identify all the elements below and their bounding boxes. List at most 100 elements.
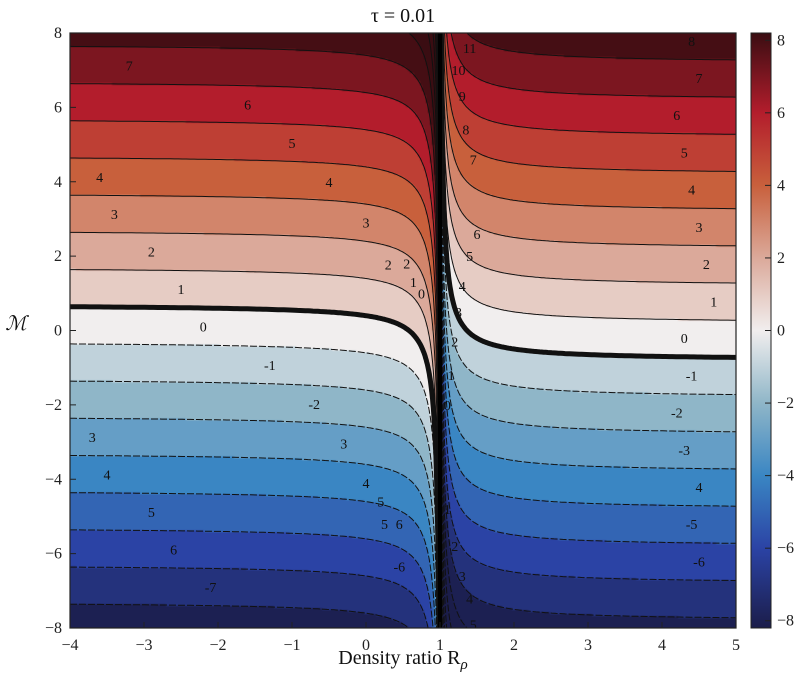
contour-label-center: 6: [396, 518, 403, 533]
contour-line-right: [439, 33, 736, 470]
x-axis-title-main: Density ratio R: [338, 647, 461, 669]
contour-label-right: 4: [688, 184, 695, 199]
contour-label-center: 2: [451, 336, 458, 351]
contour-label-left: 3: [340, 437, 347, 452]
contour-label-center: 4: [466, 592, 473, 607]
contour-label-left: 0: [200, 321, 207, 336]
y-tick-label: −8: [45, 620, 62, 637]
contour-label-right: -6: [693, 556, 705, 571]
contour-line-right: [450, 33, 736, 98]
contour-label-left: -2: [308, 398, 320, 413]
y-tick-label: −4: [45, 471, 62, 488]
colorbar-tick-label: 8: [777, 32, 785, 49]
contour-label-center: 0: [418, 287, 425, 302]
y-tick-label: −2: [45, 397, 62, 414]
contour-label-right: 5: [681, 146, 688, 161]
colorbar-tick-label: −8: [777, 613, 794, 630]
contour-line-left: [70, 380, 439, 628]
x-axis: −4 −3 −2 −1 0 1 2 3 4 5: [61, 622, 740, 654]
colorbar-tick-label: 6: [777, 105, 785, 122]
colorbar-tick-label: −2: [777, 395, 794, 412]
x-tick-label: −1: [283, 637, 300, 654]
contour-label-right: 9: [681, 0, 688, 13]
contour-label-left: 7: [126, 59, 133, 74]
contour-label-left: 5: [289, 137, 296, 152]
contour-label-center: 5: [377, 496, 384, 511]
contour-label-center: 6: [474, 228, 481, 243]
contour-label-right: 0: [681, 332, 688, 347]
contour-line-right: [442, 33, 736, 210]
x-tick-label: 0: [362, 637, 370, 654]
contour-label-right: -5: [686, 518, 698, 533]
colorbar-axis: −8 −6 −4 −2 0 2 4 6 8: [765, 32, 794, 630]
contour-label-center: 4: [459, 280, 466, 295]
x-tick-label: 2: [510, 637, 518, 654]
contour-line-right: [441, 33, 736, 247]
contour-label-center: 0: [444, 399, 451, 414]
contour-label-center: 10: [452, 64, 466, 79]
contour-label-left: 2: [148, 246, 155, 261]
contour-label-left: 5: [381, 518, 388, 533]
colorbar-tick-label: 2: [777, 250, 785, 267]
contour-label-right: 7: [696, 72, 703, 87]
contour-line-right: [440, 33, 736, 321]
contour-label-center: 3: [459, 570, 466, 585]
contour-line-left: [70, 492, 436, 628]
contour-label-left: 2: [385, 259, 392, 274]
contour-label-center: 1: [410, 276, 417, 291]
contour-label-left: 3: [363, 217, 370, 232]
contour-label-left: 1: [178, 283, 185, 298]
contour-label-right: -2: [671, 406, 683, 421]
contour-label-center: 3: [455, 306, 462, 321]
contour-label-right: 4: [696, 481, 703, 496]
y-tick-label: −6: [45, 546, 62, 563]
colorbar-tick-label: 4: [777, 177, 785, 194]
contour-label-left: -1: [264, 359, 276, 374]
contour-label-right: 6: [673, 109, 680, 124]
x-axis-title: Density ratio Rρ: [338, 647, 467, 673]
contour-label-left: 4: [326, 176, 333, 191]
contour-label-right: -3: [678, 444, 690, 459]
contour-lines: [70, 0, 737, 628]
contour-label-center: 2: [451, 540, 458, 555]
contour-label-right: 3: [696, 221, 703, 236]
contour-label-left: 6: [170, 543, 177, 558]
contour-line-right: [439, 143, 736, 619]
contour-label-left: -7: [205, 581, 217, 596]
x-tick-label: −3: [135, 637, 152, 654]
contour-label-center: 1: [448, 369, 455, 384]
contour-line-left: [70, 194, 440, 628]
contour-label-right: 8: [688, 35, 695, 50]
contour-label-center: 7: [470, 153, 477, 168]
contour-label-center: 11: [463, 42, 476, 57]
contour-line-left: [70, 231, 440, 628]
contour-line-left: [70, 455, 438, 628]
contour-label-center: 8: [462, 124, 469, 139]
y-tick-label: 2: [54, 248, 62, 265]
contour-label-center: 9: [459, 90, 466, 105]
chart-title: τ = 0.01: [371, 5, 435, 27]
contour-line-left: [70, 417, 439, 628]
y-tick-label: 4: [54, 174, 62, 191]
x-tick-label: 3: [584, 637, 592, 654]
zero-growth-contour-left: [70, 304, 442, 628]
y-tick-label: 0: [54, 323, 62, 340]
contour-line-left: [70, 269, 440, 628]
x-tick-label: 1: [436, 637, 444, 654]
contour-line-right: [466, 33, 736, 61]
heatmap-field: [70, 33, 736, 628]
x-tick-label: 5: [732, 637, 740, 654]
contour-label-left: 4: [363, 477, 370, 492]
contour-line-right: [441, 33, 736, 284]
contour-label-left: 6: [244, 98, 251, 113]
contour-label-left: 4: [96, 171, 103, 186]
contour-label-center: 1: [444, 503, 451, 518]
contour-line-right: [446, 33, 736, 135]
contour-line-right: [452, 0, 737, 23]
contour-label-right: -1: [686, 369, 698, 384]
contour-label-left: 5: [148, 506, 155, 521]
contour-line-left: [70, 529, 434, 628]
contour-line-right: [439, 33, 736, 507]
contour-line-right: [439, 106, 736, 581]
